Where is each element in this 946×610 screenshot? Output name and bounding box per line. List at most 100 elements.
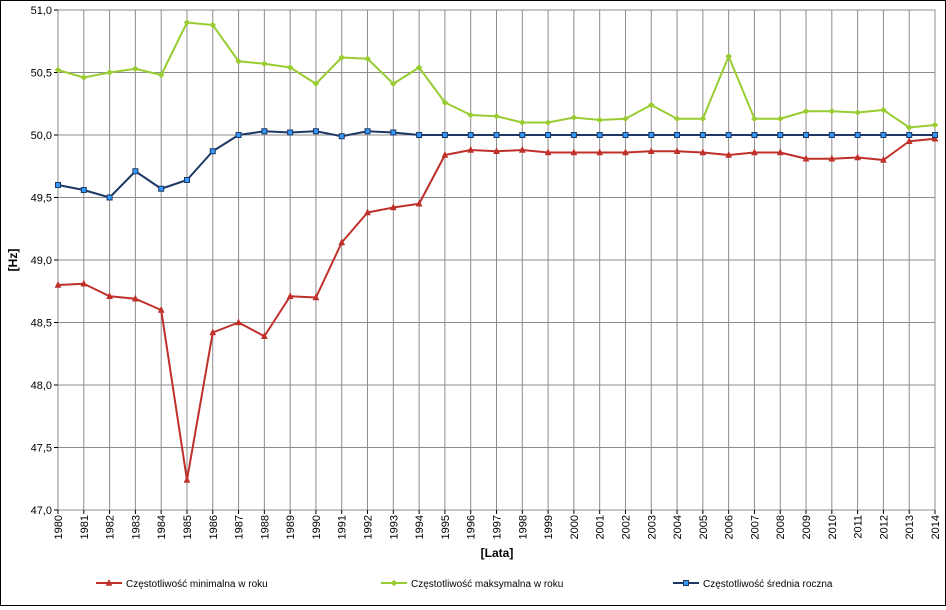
data-point xyxy=(80,74,88,81)
data-point xyxy=(622,132,629,138)
data-point xyxy=(209,148,216,155)
data-point xyxy=(647,147,655,154)
data-point xyxy=(54,280,62,288)
data-point xyxy=(570,114,578,121)
data-point xyxy=(441,150,449,158)
data-point xyxy=(647,101,655,109)
legend-swatch-marker xyxy=(105,578,113,586)
data-point xyxy=(777,132,784,138)
data-point xyxy=(389,203,397,211)
data-point xyxy=(157,305,165,313)
data-point xyxy=(80,187,87,193)
data-point xyxy=(673,115,681,123)
x-axis-title: [Lata] xyxy=(481,546,514,560)
data-point xyxy=(312,128,319,135)
legend-swatch-marker xyxy=(683,580,689,586)
data-point xyxy=(80,279,88,287)
data-point xyxy=(854,109,861,116)
data-point xyxy=(106,292,113,299)
data-point xyxy=(932,132,938,138)
x-tick-label: 2013 xyxy=(904,515,916,539)
data-point xyxy=(699,148,707,156)
x-tick-label: 1980 xyxy=(53,515,65,539)
y-tick-label: 50,5 xyxy=(31,68,52,80)
data-point xyxy=(596,116,604,124)
x-tick-label: 2003 xyxy=(646,515,658,539)
y-axis-ticks: 47,0 47,5 48,0 48,5 49,0 49,5 50,0 50,5 51,0 xyxy=(31,5,58,517)
data-point xyxy=(286,292,294,299)
data-point xyxy=(364,55,371,63)
data-point xyxy=(725,150,733,158)
data-point xyxy=(55,182,61,188)
data-point xyxy=(260,332,268,339)
data-point xyxy=(854,153,862,161)
x-tick-label: 2011 xyxy=(853,515,865,539)
data-point xyxy=(260,60,268,68)
data-point xyxy=(106,194,113,201)
y-axis-title: [Hz] xyxy=(6,249,20,272)
y-tick-label: 47,5 xyxy=(31,443,52,455)
data-point xyxy=(802,154,810,162)
data-point xyxy=(905,124,913,131)
x-tick-label: 1993 xyxy=(388,515,400,539)
data-point xyxy=(157,71,165,79)
data-point xyxy=(338,54,346,61)
y-tick-label: 49,5 xyxy=(31,193,52,205)
legend: Częstotliwość minimalna w roku Częstotliw… xyxy=(96,578,833,590)
data-point xyxy=(776,115,784,123)
data-point xyxy=(286,64,294,71)
data-point xyxy=(183,177,190,183)
x-tick-label: 1994 xyxy=(414,515,426,539)
x-tick-label: 2012 xyxy=(878,515,890,539)
x-tick-label: 2007 xyxy=(749,515,761,539)
data-point xyxy=(209,21,217,29)
data-point xyxy=(106,69,113,76)
y-tick-label: 51,0 xyxy=(31,5,52,17)
data-point xyxy=(570,148,578,156)
data-point xyxy=(622,148,629,156)
data-point xyxy=(235,57,242,65)
y-tick-label: 49,0 xyxy=(31,255,52,267)
y-tick-label: 47,0 xyxy=(31,505,52,517)
data-point xyxy=(415,199,423,207)
series-1 xyxy=(54,134,939,483)
x-tick-label: 1988 xyxy=(259,515,271,539)
data-point xyxy=(183,475,191,483)
x-axis-ticks: 1980 1981 1982 1983 1984 1985 1986 1987 1988 1989… xyxy=(53,510,942,539)
x-tick-label: 1981 xyxy=(79,515,91,539)
y-tick-label: 48,5 xyxy=(31,318,52,330)
data-point xyxy=(803,132,810,138)
data-point xyxy=(802,107,810,115)
series-3 xyxy=(55,128,938,201)
data-point xyxy=(338,133,345,140)
data-point xyxy=(725,132,732,138)
x-tick-label: 2006 xyxy=(724,515,736,539)
data-point xyxy=(132,65,139,73)
data-point xyxy=(158,185,165,192)
data-point xyxy=(338,238,346,246)
x-tick-label: 1985 xyxy=(182,515,194,539)
data-point xyxy=(880,106,887,114)
data-point xyxy=(751,148,758,156)
data-point xyxy=(570,132,577,138)
legend-entry: Częstotliwość średnia roczna xyxy=(673,579,833,590)
data-point xyxy=(441,132,448,138)
x-tick-label: 1997 xyxy=(492,515,504,539)
data-point xyxy=(545,132,552,138)
data-point xyxy=(493,112,500,120)
data-point xyxy=(467,132,474,138)
data-point xyxy=(54,66,62,74)
legend-entry: Częstotliwość minimalna w roku xyxy=(96,578,268,590)
x-tick-label: 1982 xyxy=(105,515,117,539)
data-point xyxy=(209,328,217,336)
data-point xyxy=(416,132,423,138)
legend-entry: Częstotliwość maksymalna w roku xyxy=(381,579,563,590)
data-point xyxy=(906,132,913,138)
data-point xyxy=(518,119,526,126)
data-point xyxy=(596,148,604,156)
data-point xyxy=(751,132,758,138)
data-point xyxy=(674,132,681,138)
data-point xyxy=(854,132,861,138)
data-point xyxy=(880,155,887,163)
data-point xyxy=(544,119,552,126)
